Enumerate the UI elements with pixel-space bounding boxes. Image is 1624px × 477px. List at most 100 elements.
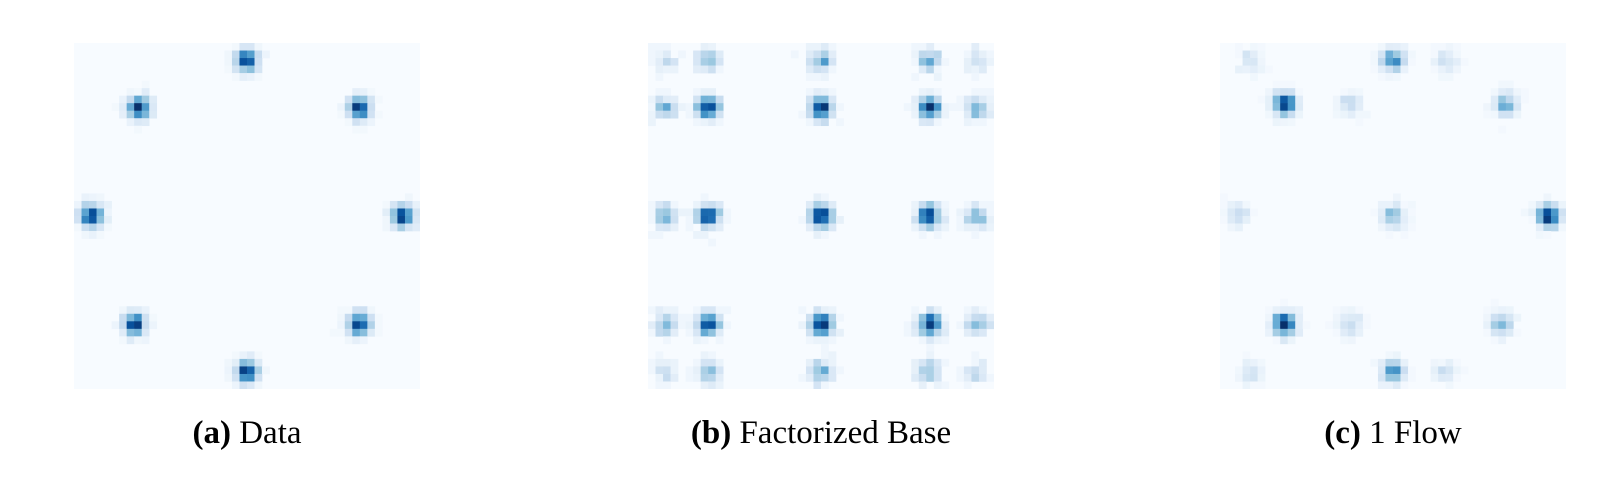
heatmap-cell xyxy=(663,216,671,224)
heatmap-cell xyxy=(389,223,398,232)
heatmap-cell xyxy=(821,200,829,209)
heatmap-cell xyxy=(1272,110,1281,119)
heatmap-cell xyxy=(1513,110,1522,119)
heatmap-cell xyxy=(344,328,353,337)
heatmap-cell xyxy=(1257,58,1266,66)
heatmap-c xyxy=(1220,43,1566,389)
heatmap-cell xyxy=(1535,216,1544,224)
heatmap-cell xyxy=(978,223,987,232)
heatmap-cell xyxy=(813,110,822,119)
heatmap-cell xyxy=(926,58,935,66)
heatmap-cell xyxy=(1393,50,1401,59)
heatmap-cell xyxy=(126,328,135,337)
heatmap-cell xyxy=(715,358,724,367)
heatmap-cell xyxy=(941,103,950,111)
heatmap-cell xyxy=(1430,43,1439,51)
heatmap-cell xyxy=(359,118,368,127)
heatmap-cell xyxy=(111,321,120,330)
heatmap-cell xyxy=(790,50,799,59)
heatmap-cell xyxy=(813,88,822,96)
heatmap-cell xyxy=(986,223,994,232)
heatmap-cell xyxy=(693,50,701,59)
heatmap-cell xyxy=(821,366,829,375)
heatmap-cell xyxy=(971,103,980,111)
heatmap-cell xyxy=(693,216,701,224)
heatmap-cell xyxy=(971,95,980,104)
heatmap-cell xyxy=(1438,50,1446,59)
heatmap-cell xyxy=(126,321,135,330)
heatmap-cell xyxy=(262,50,270,59)
heatmap-cell xyxy=(126,336,135,345)
heatmap-cell xyxy=(1438,358,1446,367)
heatmap-cell xyxy=(1272,95,1281,104)
heatmap-cell xyxy=(663,328,671,337)
heatmap-cell xyxy=(663,50,671,59)
heatmap-cell xyxy=(1280,88,1288,96)
heatmap-cell xyxy=(359,336,368,345)
heatmap-cell xyxy=(986,95,994,104)
heatmap-cell xyxy=(813,103,822,111)
heatmap-cell xyxy=(1377,50,1386,59)
heatmap-cell xyxy=(926,373,935,382)
heatmap-cell xyxy=(1385,65,1394,74)
heatmap-cell xyxy=(700,313,709,322)
heatmap-cell xyxy=(933,381,942,389)
heatmap-cell xyxy=(986,88,994,96)
heatmap-cell xyxy=(798,216,807,224)
heatmap-cell xyxy=(821,95,829,104)
heatmap-cell xyxy=(708,351,716,360)
heatmap-cell xyxy=(813,231,822,239)
heatmap-cell xyxy=(382,208,391,217)
heatmap-cell xyxy=(254,381,263,389)
heatmap-cell xyxy=(1513,95,1522,104)
heatmap-cell xyxy=(141,95,150,104)
heatmap-cell xyxy=(700,328,709,337)
heatmap-cell xyxy=(655,65,664,74)
heatmap-cell xyxy=(1393,200,1401,209)
heatmap-cell xyxy=(126,306,135,315)
heatmap-cell xyxy=(978,313,987,322)
heatmap-cell xyxy=(911,73,920,81)
heatmap-cell xyxy=(1250,358,1258,367)
heatmap-cell xyxy=(1227,223,1236,232)
heatmap-cell xyxy=(813,321,822,330)
heatmap-cell xyxy=(670,328,679,337)
heatmap-cell xyxy=(1235,216,1243,224)
heatmap-cell xyxy=(134,313,142,322)
heatmap-cell xyxy=(813,73,822,81)
heatmap-cell xyxy=(805,43,814,51)
heatmap-cell xyxy=(1400,231,1409,239)
heatmap-cell xyxy=(134,110,142,119)
heatmap-cell xyxy=(1400,216,1409,224)
heatmap-cell xyxy=(813,65,822,74)
heatmap-cell xyxy=(805,65,814,74)
heatmap-cell xyxy=(404,223,413,232)
heatmap-cell xyxy=(715,313,724,322)
heatmap-cell xyxy=(352,95,361,104)
heatmap-cell xyxy=(1340,306,1349,315)
heatmap-cell xyxy=(926,103,935,111)
heatmap-cell xyxy=(1543,216,1552,224)
heatmap-cell xyxy=(367,321,376,330)
heatmap-cell xyxy=(941,223,950,232)
heatmap-cell xyxy=(337,306,346,315)
heatmap-cell xyxy=(1235,43,1243,51)
heatmap-cell xyxy=(81,216,90,224)
heatmap-cell xyxy=(911,306,920,315)
heatmap-cell xyxy=(1445,58,1454,66)
heatmap-cell xyxy=(1393,65,1401,74)
heatmap-cell xyxy=(933,103,942,111)
heatmap-cell xyxy=(663,58,671,66)
heatmap-cell xyxy=(805,208,814,217)
heatmap-cell xyxy=(828,328,837,337)
heatmap-cell xyxy=(956,321,965,330)
heatmap-cell xyxy=(933,306,942,315)
heatmap-cell xyxy=(1340,88,1349,96)
heatmap-cell xyxy=(1400,373,1409,382)
heatmap-cell xyxy=(1280,321,1288,330)
heatmap-cell xyxy=(96,200,105,209)
heatmap-cell xyxy=(693,358,701,367)
heatmap-cell xyxy=(359,313,368,322)
heatmap-cell xyxy=(926,358,935,367)
heatmap-cell xyxy=(1362,313,1371,322)
